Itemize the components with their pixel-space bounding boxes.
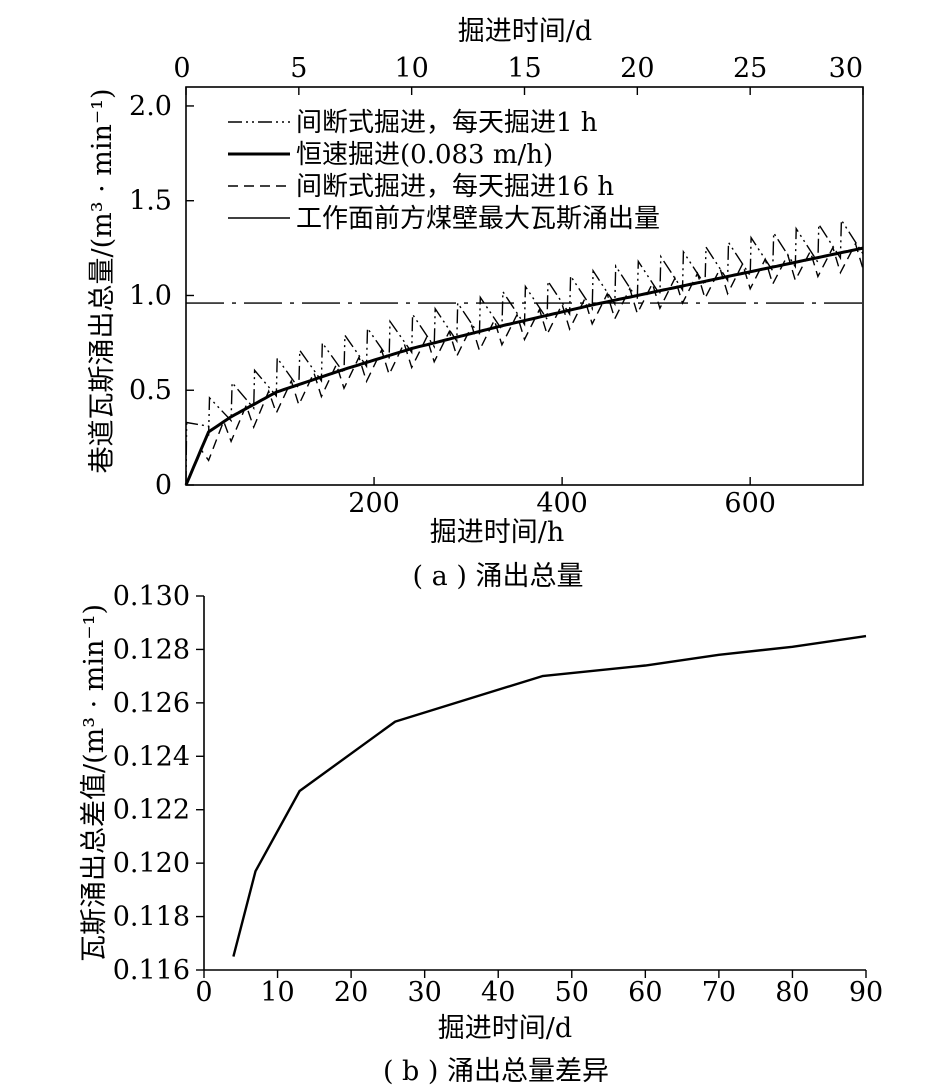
chart-a-caption: ( a ) 涌出总量 <box>413 561 584 592</box>
chart-a-top-tick-label: 5 <box>290 53 307 84</box>
chart-a-top-tick-label: 10 <box>394 53 428 84</box>
chart-a-x-ticks: 200 400 600 <box>348 477 776 519</box>
chart-b-y-tick-label: 0.122 <box>113 795 190 826</box>
chart-b-x-tick-label: 80 <box>775 977 809 1008</box>
chart-b-y-tick-label: 0.128 <box>113 634 190 665</box>
chart-a-x-tick-label: 600 <box>724 488 776 519</box>
chart-a-series <box>184 217 864 486</box>
chart-b-x-tick-label: 10 <box>260 977 294 1008</box>
chart-b-y-tick-label: 0.124 <box>113 741 190 772</box>
chart-a-x-tick-label: 400 <box>536 488 588 519</box>
chart-b-x-tick-label: 50 <box>555 977 589 1008</box>
series-intermittent-16h-line <box>185 241 864 486</box>
legend-entry-4: 工作面前方煤壁最大瓦斯涌出量 <box>296 204 660 234</box>
chart-b-x-tick-label: 60 <box>628 977 662 1008</box>
chart-a-y-tick-label: 1.5 <box>129 186 172 217</box>
chart-b-y-tick-label: 0.116 <box>113 955 190 986</box>
chart-a-y-tick-label: 2.0 <box>129 91 172 122</box>
series-constant-rate-line <box>184 246 864 486</box>
chart-b-x-tick-label: 70 <box>702 977 736 1008</box>
legend-entry-2: 恒速掘进(0.083 m/h) <box>296 140 553 170</box>
chart-a-y-tick-label: 0.5 <box>129 375 172 406</box>
chart-b-series <box>232 634 867 957</box>
chart-a-top-ticks: 0 5 10 15 20 25 30 <box>173 53 864 95</box>
chart-b-y-tick-label: 0.126 <box>113 688 190 719</box>
chart-b-x-tick-label: 30 <box>407 977 441 1008</box>
legend-entry-3: 间断式掘进，每天掘进16 h <box>296 172 614 202</box>
chart-b-x-tick-label: 20 <box>334 977 368 1008</box>
chart-b-caption: ( b ) 涌出总量差异 <box>383 1056 609 1087</box>
legend-entry-1: 间断式掘进，每天掘进1 h <box>296 108 598 138</box>
chart-a-legend: 间断式掘进，每天掘进1 h 恒速掘进(0.083 m/h) 间断式掘进，每天掘进… <box>228 108 660 234</box>
series-intermittent-1h-line <box>185 217 864 486</box>
chart-a-x-axis-title: 掘进时间/h <box>430 517 565 548</box>
chart-b-x-tick-label: 0 <box>195 977 212 1008</box>
chart-a-top-tick-label: 20 <box>620 53 654 84</box>
chart-b: 0.116 0.118 0.120 0.122 0.124 0.126 0.128 0.130… <box>79 581 883 1087</box>
chart-a-top-tick-label: 0 <box>173 53 190 84</box>
chart-a-top-axis-title: 掘进时间/d <box>458 16 592 47</box>
chart-a-top-tick-label: 15 <box>507 53 541 84</box>
chart-a-y-tick-label: 0 <box>155 470 172 501</box>
chart-b-y-ticks: 0.116 0.118 0.120 0.122 0.124 0.126 0.128 0.130 <box>113 581 204 986</box>
chart-b-x-tick-label: 90 <box>849 977 883 1008</box>
chart-a-top-tick-label: 25 <box>733 53 767 84</box>
chart-a-x-tick-label: 200 <box>348 488 400 519</box>
chart-b-x-axis-title: 掘进时间/d <box>438 1013 572 1044</box>
chart-b-y-tick-label: 0.118 <box>113 902 190 933</box>
chart-a-y-ticks: 0 0.5 1.0 1.5 2.0 <box>129 91 194 501</box>
chart-b-x-tick-label: 40 <box>481 977 515 1008</box>
chart-b-y-axis-title: 瓦斯涌出总差值/(m³ · min⁻¹) <box>79 604 110 962</box>
chart-a-y-axis-title: 巷道瓦斯涌出总量/(m³ · min⁻¹) <box>87 88 118 473</box>
chart-a-top-tick-label: 30 <box>829 53 863 84</box>
chart-b-x-ticks: 0 10 20 30 40 50 60 70 80 90 <box>195 970 883 1008</box>
chart-b-difference-line <box>232 634 867 957</box>
chart-a: 掘进时间/d 0 5 10 15 20 25 30 0 0.5 1.0 1.5 2.0 200 400… <box>87 16 864 592</box>
chart-b-y-tick-label: 0.120 <box>113 848 190 879</box>
chart-b-y-tick-label: 0.130 <box>113 581 190 612</box>
chart-a-y-tick-label: 1.0 <box>129 280 172 311</box>
chart-a-frame <box>185 86 864 486</box>
